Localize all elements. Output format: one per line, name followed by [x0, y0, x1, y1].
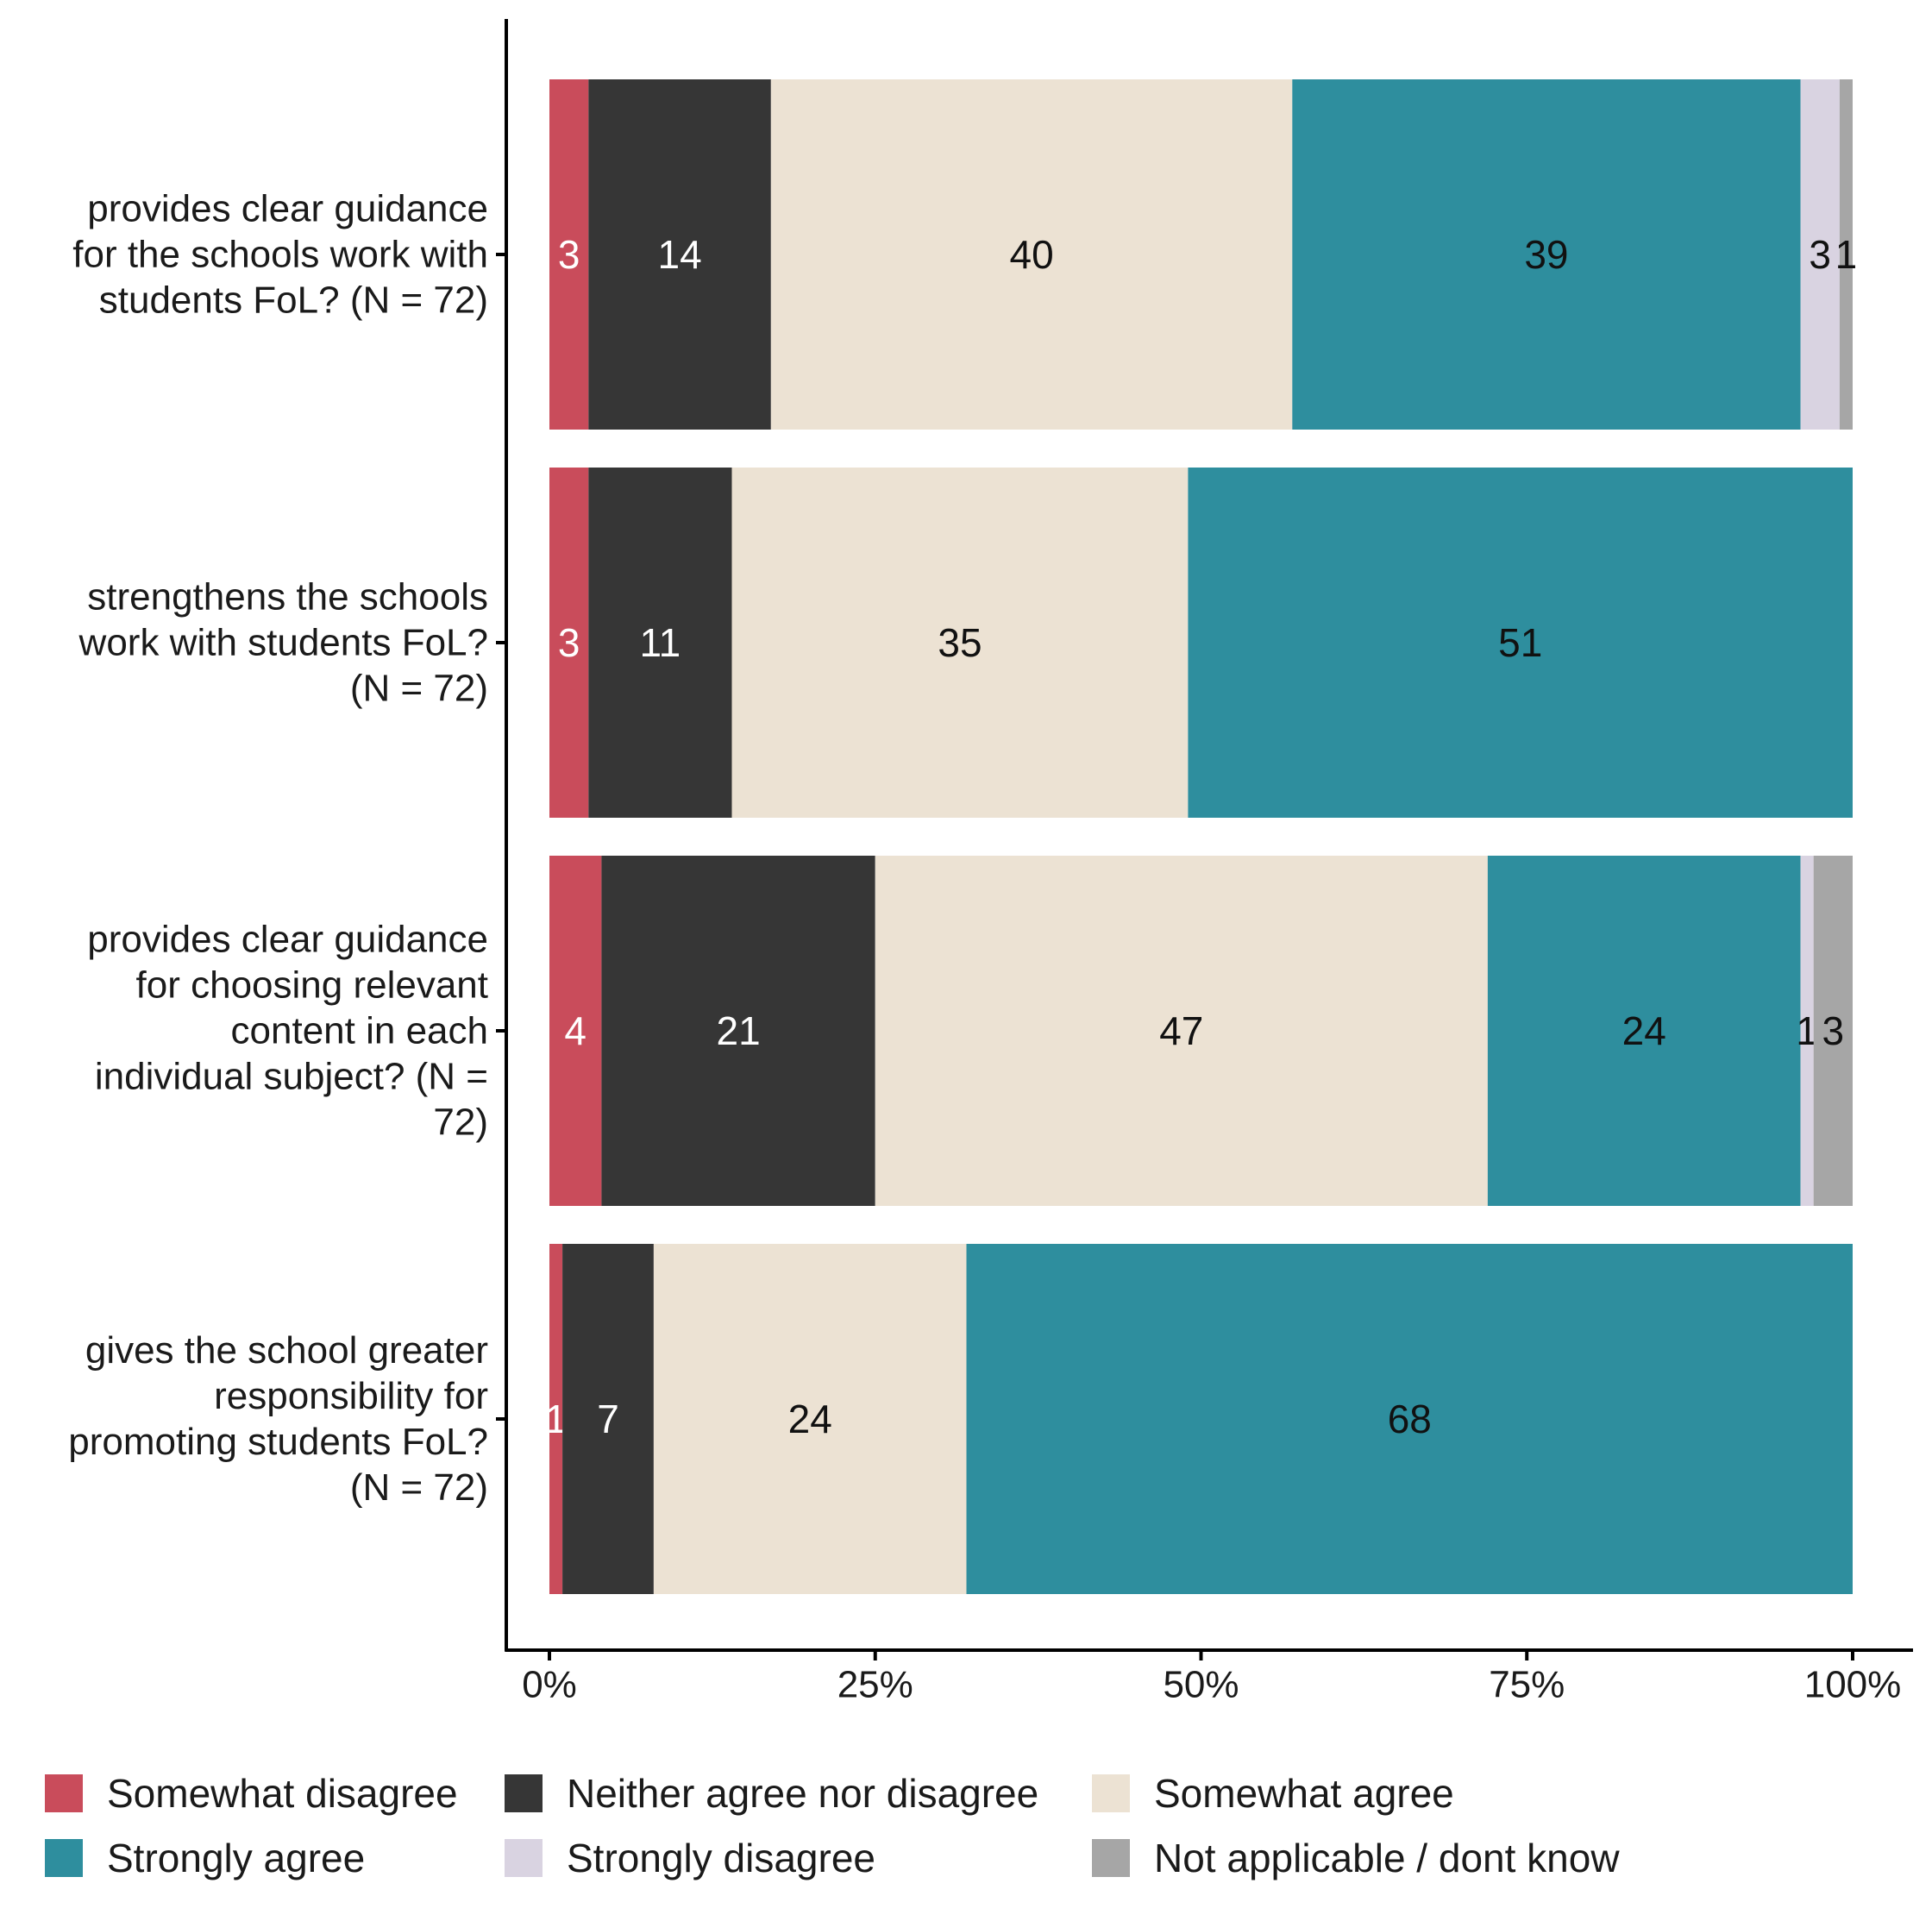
category-label: gives the school greater	[85, 1329, 488, 1372]
category-label: promoting students FoL?	[68, 1421, 488, 1463]
category-label: provides clear guidance	[87, 919, 488, 961]
legend-label: Somewhat disagree	[107, 1771, 458, 1816]
data-label: 7	[597, 1397, 619, 1441]
category-label: work with students FoL?	[78, 622, 488, 664]
data-label: 24	[788, 1397, 832, 1441]
data-label: 3	[1822, 1008, 1845, 1053]
category-label: (N = 72)	[350, 1466, 488, 1509]
data-label: 35	[938, 620, 982, 665]
legend-swatch-somewhat-agree	[1092, 1774, 1130, 1812]
bar-segment-strongly-disagree-1	[1800, 79, 1840, 430]
legend-label: Somewhat agree	[1154, 1771, 1454, 1816]
bar-segment-somewhat-agree-2	[731, 468, 1189, 818]
bar-segment-somewhat-agree-1	[770, 79, 1293, 430]
bar-segment-somewhat-disagree-1	[549, 79, 589, 430]
legend-swatch-somewhat-disagree	[45, 1774, 83, 1812]
bar-segment-not-applicable-dont-know-3	[1813, 856, 1853, 1206]
bar-segment-strongly-disagree-3	[1800, 856, 1814, 1206]
data-label: 21	[717, 1008, 761, 1053]
category-label: students FoL? (N = 72)	[99, 279, 488, 322]
data-label: 51	[1498, 620, 1542, 665]
bar-segment-somewhat-disagree-3	[549, 856, 602, 1206]
category-label: content in each	[231, 1010, 488, 1052]
bar-segment-not-applicable-dont-know-1	[1839, 79, 1853, 430]
category-label: responsibility for	[214, 1375, 488, 1417]
data-label: 3	[1809, 232, 1831, 277]
bar-segment-strongly-agree-2	[1188, 468, 1853, 818]
x-tick-label: 50%	[1163, 1664, 1239, 1706]
bar-segment-neither-agree-nor-disagree-1	[588, 79, 771, 430]
legend-swatch-not-applicable-dont-know	[1092, 1839, 1130, 1877]
x-tick-label: 75%	[1489, 1664, 1565, 1706]
data-label: 40	[1010, 232, 1054, 277]
data-label: 14	[658, 232, 702, 277]
category-label: (N = 72)	[350, 668, 488, 710]
data-label: 24	[1622, 1008, 1666, 1053]
bar-segment-strongly-agree-4	[966, 1244, 1853, 1594]
data-label: 1	[1835, 232, 1858, 277]
bar-segment-strongly-agree-1	[1292, 79, 1801, 430]
bar-segment-strongly-agree-3	[1487, 856, 1801, 1206]
bar-segment-somewhat-disagree-4	[549, 1244, 563, 1594]
bar-segment-neither-agree-nor-disagree-3	[601, 856, 875, 1206]
category-label: for choosing relevant	[136, 964, 488, 1007]
legend-label: Strongly disagree	[567, 1836, 875, 1880]
category-label: provides clear guidance	[87, 188, 488, 230]
legend-swatch-strongly-disagree	[505, 1839, 543, 1877]
x-tick-label: 25%	[837, 1664, 913, 1706]
bar-segment-somewhat-agree-3	[875, 856, 1488, 1206]
bar-segment-somewhat-agree-4	[653, 1244, 967, 1594]
data-label: 3	[558, 620, 580, 665]
legend-label: Neither agree nor disagree	[567, 1771, 1038, 1816]
data-label: 47	[1159, 1008, 1203, 1053]
bar-segment-neither-agree-nor-disagree-2	[588, 468, 732, 818]
category-label: individual subject? (N =	[95, 1056, 488, 1098]
x-tick-label: 100%	[1804, 1664, 1902, 1706]
category-label: strengthens the schools	[87, 576, 488, 618]
legend-label: Strongly agree	[107, 1836, 365, 1880]
data-label: 39	[1524, 232, 1568, 277]
data-label: 68	[1388, 1397, 1432, 1441]
data-label: 4	[564, 1008, 586, 1053]
data-label: 11	[640, 620, 681, 665]
bar-segment-neither-agree-nor-disagree-4	[562, 1244, 654, 1594]
category-label: for the schools work with	[72, 234, 488, 276]
legend-label: Not applicable / dont know	[1154, 1836, 1620, 1880]
legend-swatch-strongly-agree	[45, 1839, 83, 1877]
category-label: 72)	[433, 1102, 488, 1144]
x-tick-label: 0%	[522, 1664, 577, 1706]
bar-segment-somewhat-disagree-2	[549, 468, 589, 818]
data-label: 3	[558, 232, 580, 277]
legend-swatch-neither-agree-nor-disagree	[505, 1774, 543, 1812]
